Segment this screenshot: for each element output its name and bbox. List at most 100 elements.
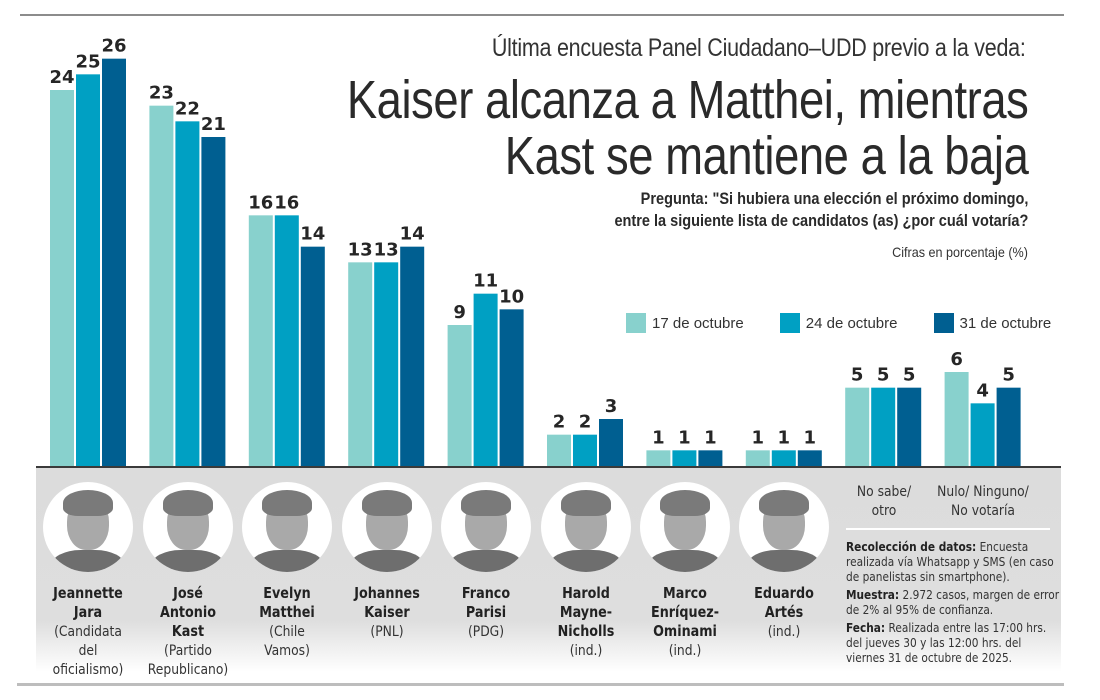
data-label: 1 [804, 427, 817, 448]
bar [897, 387, 922, 466]
bar [50, 90, 74, 466]
data-label: 9 [453, 302, 466, 323]
bar [970, 403, 995, 466]
notes-divider [846, 528, 1050, 530]
data-label: 4 [976, 380, 989, 401]
candidate-matthei: Evelyn Matthei (Chile Vamos) [237, 482, 337, 661]
candidate-name: Franco Parisi [461, 584, 511, 621]
data-label: 25 [75, 51, 100, 72]
bar-group: 2 23 [547, 396, 623, 466]
data-label: 1 [704, 427, 717, 448]
data-label: 22 [175, 98, 200, 119]
candidate-party: (ind.) [767, 624, 801, 640]
data-label: 13 [348, 239, 373, 260]
data-label: 24 [49, 67, 74, 88]
headline-line-2: Kast se mantiene a la baja [504, 126, 1028, 186]
bar [473, 293, 498, 466]
data-label: 1 [778, 427, 791, 448]
data-label: 1 [752, 427, 765, 448]
supertitle: Última encuesta Panel Ciudadano–UDD prev… [492, 34, 1026, 62]
portrait-photo-icon [342, 482, 432, 572]
candidate-party: (Chile Vamos) [264, 624, 310, 659]
bar [499, 309, 524, 466]
data-label: 23 [149, 83, 174, 104]
bar [573, 434, 597, 466]
data-label: 5 [877, 365, 890, 386]
candidate-party: (ind.) [569, 643, 603, 659]
data-label: 13 [374, 239, 399, 260]
candidate-kast: José Antonio Kast (Partido Republicano) [138, 482, 238, 680]
portrait-photo-icon [143, 482, 233, 572]
bar [771, 450, 796, 466]
bar [944, 372, 969, 466]
candidate-party: (Candidata del oficialismo) [52, 624, 124, 678]
portrait-photo-icon [640, 482, 730, 572]
note-label: Fecha: [846, 621, 886, 635]
candidate-name: Evelyn Matthei [259, 584, 315, 621]
note-collection: Recolección de datos: Encuesta realizada… [846, 540, 1061, 585]
bar [745, 450, 770, 466]
data-label: 21 [201, 114, 226, 135]
data-label: 2 [553, 412, 566, 433]
legend-swatch [933, 313, 954, 333]
chart-baseline [36, 466, 1061, 468]
data-label: 10 [499, 286, 524, 307]
legend-label: 17 de octubre [652, 314, 744, 332]
category-no-sabe: No sabe/ otro [856, 484, 912, 519]
data-label: 26 [101, 36, 126, 57]
data-label: 16 [248, 192, 273, 213]
legend-item-17-oct: 17 de octubre [626, 313, 744, 333]
bar [996, 387, 1021, 466]
candidate-name: Jeannette Jara [53, 584, 123, 621]
candidate-name: Harold Mayne- Nicholls [557, 584, 615, 640]
methodology-notes: Recolección de datos: Encuesta realizada… [846, 540, 1061, 669]
bar [845, 387, 870, 466]
headline: Kaiser alcanza a Matthei, mientras Kast … [346, 72, 1028, 184]
candidate-party: (PNL) [370, 624, 404, 640]
candidate-party: (ind.) [668, 643, 702, 659]
portrait-photo-icon [43, 482, 133, 572]
bar [374, 262, 399, 466]
portrait-photo-icon [739, 482, 829, 572]
bar [698, 450, 723, 466]
data-label: 1 [678, 427, 691, 448]
top-rule [20, 14, 1064, 16]
candidate-kaiser: Johannes Kaiser (PNL) [337, 482, 437, 642]
candidate-parisi: Franco Parisi (PDG) [436, 482, 536, 642]
candidate-party: (PDG) [467, 624, 505, 640]
portrait-photo-icon [242, 482, 332, 572]
category-nulo-ninguno: Nulo/ Ninguno/ No votaría [937, 484, 1029, 519]
portrait-photo-icon [541, 482, 631, 572]
data-label: 16 [274, 192, 299, 213]
data-label: 5 [851, 365, 864, 386]
question-line-2: entre la siguiente lista de candidatos (… [614, 212, 1028, 230]
legend-label: 24 de octubre [805, 314, 898, 332]
note-date: Fecha: Realizada entre las 17:00 hrs. de… [846, 621, 1061, 666]
data-label: 3 [605, 396, 618, 417]
bar [797, 450, 822, 466]
bar [248, 215, 273, 466]
units-note: Cifras en porcentaje (%) [892, 244, 1028, 260]
bar [672, 450, 697, 466]
candidate-artes: Eduardo Artés (ind.) [734, 482, 834, 642]
data-label: 2 [579, 412, 592, 433]
data-label: 1 [652, 427, 665, 448]
note-sample: Muestra: 2.972 casos, margen de error de… [846, 588, 1061, 618]
note-label: Muestra: [846, 588, 900, 602]
candidate-name: Marco Enríquez- Ominami [650, 584, 719, 640]
headline-line-1: Kaiser alcanza a Matthei, mientras [346, 70, 1028, 130]
question-line-1: Pregunta: "Si hubiera una elección el pr… [640, 190, 1028, 208]
candidate-party: (Partido Republicano) [147, 643, 229, 678]
data-label: 14 [400, 224, 425, 245]
bar [102, 58, 126, 467]
bar-group: 645 [944, 349, 1021, 466]
candidate-enriquez-ominami: Marco Enríquez- Ominami (ind.) [635, 482, 735, 661]
bar [547, 434, 571, 466]
candidate-name: Eduardo Artés [754, 584, 814, 621]
